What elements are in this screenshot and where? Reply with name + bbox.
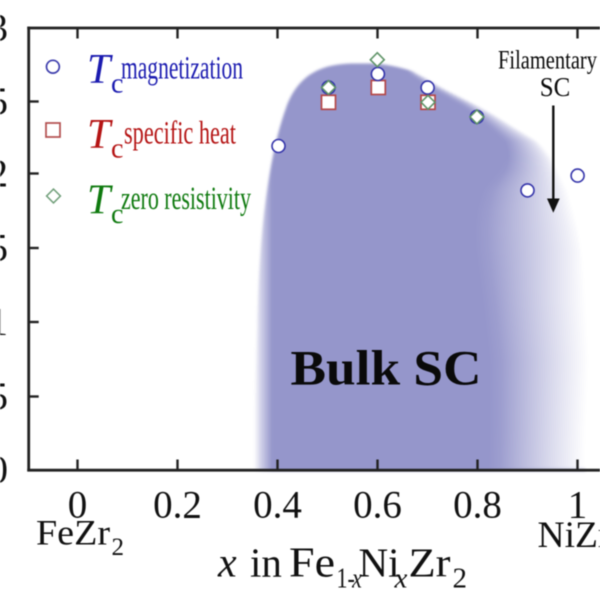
svg-text:x: x — [394, 563, 408, 595]
svg-text:T: T — [87, 178, 113, 224]
svg-text:0: 0 — [0, 449, 8, 492]
svg-text:NiZr: NiZr — [538, 515, 600, 556]
svg-text:0.5: 0.5 — [0, 375, 8, 418]
svg-text:T: T — [87, 112, 113, 158]
svg-text:2: 2 — [453, 563, 468, 595]
svg-text:Zr: Zr — [409, 539, 451, 585]
svg-text:1: 1 — [0, 301, 8, 344]
svg-text:Filamentary: Filamentary — [498, 44, 598, 74]
svg-text:0.4: 0.4 — [253, 484, 302, 527]
svg-text:c: c — [111, 69, 123, 100]
svg-text:T: T — [87, 47, 113, 93]
svg-text:zero resistivity: zero resistivity — [121, 181, 251, 217]
svg-text:0.2: 0.2 — [153, 484, 202, 527]
svg-text:1: 1 — [568, 484, 588, 527]
svg-text:SC: SC — [540, 72, 571, 102]
svg-text:specific heat: specific heat — [124, 116, 236, 152]
svg-text:c: c — [111, 199, 123, 230]
svg-text:FeZr: FeZr — [36, 513, 110, 553]
svg-text:c: c — [111, 134, 123, 165]
svg-text:x: x — [351, 562, 362, 595]
svg-text:2: 2 — [0, 152, 8, 195]
svg-text:0.6: 0.6 — [353, 484, 402, 527]
svg-text:2.5: 2.5 — [0, 80, 8, 123]
svg-text:x: x — [217, 540, 237, 586]
svg-text:Fe: Fe — [289, 540, 335, 586]
svg-text:in: in — [250, 539, 282, 585]
svg-text:Bulk SC: Bulk SC — [291, 340, 482, 396]
svg-text:magnetization: magnetization — [121, 51, 243, 87]
svg-text:1.5: 1.5 — [0, 227, 8, 270]
svg-text:2: 2 — [112, 534, 125, 561]
svg-text:1-: 1- — [337, 562, 355, 595]
svg-text:0.8: 0.8 — [453, 484, 502, 527]
svg-text:0: 0 — [68, 484, 88, 527]
svg-text:Ni: Ni — [359, 539, 400, 585]
svg-text:3: 3 — [0, 6, 8, 49]
